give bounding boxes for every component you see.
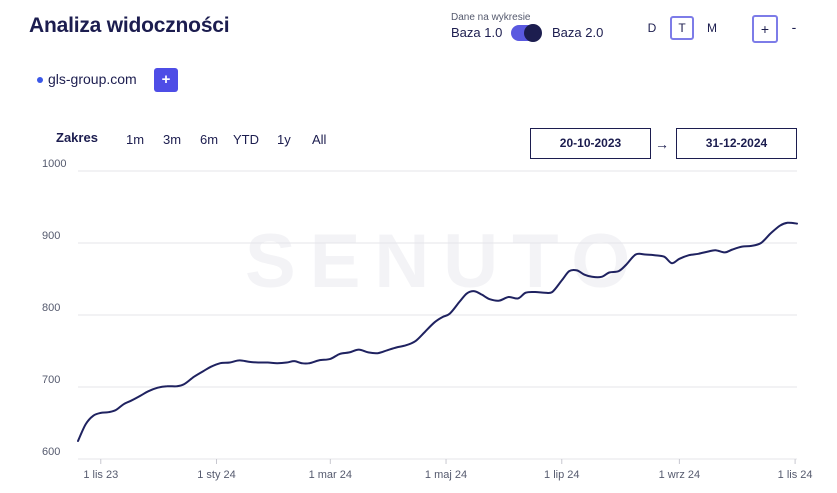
toggle-caption: Dane na wykresie	[451, 12, 531, 23]
range-all-button[interactable]: All	[312, 132, 327, 147]
y-tick-label: 1000	[42, 158, 66, 170]
range-1m-button[interactable]: 1m	[126, 132, 145, 147]
x-tick-label: 1 lis 24	[778, 469, 813, 481]
range-6m-button[interactable]: 6m	[200, 132, 219, 147]
x-tick-label: 1 lip 24	[544, 469, 579, 481]
y-tick-label: 900	[42, 230, 60, 242]
domain-color-dot	[37, 77, 43, 83]
toggle-label-baza-2[interactable]: Baza 2.0	[552, 25, 604, 40]
y-tick-label: 700	[42, 374, 60, 386]
toggle-label-baza-1[interactable]: Baza 1.0	[451, 25, 503, 40]
range-label: Zakres	[56, 130, 98, 145]
range-1y-button[interactable]: 1y	[277, 132, 291, 147]
period-week-button[interactable]: T	[670, 16, 694, 40]
domain-legend-label[interactable]: gls-group.com	[48, 71, 137, 87]
y-tick-label: 600	[42, 446, 60, 458]
range-3m-button[interactable]: 3m	[163, 132, 182, 147]
date-range-arrow: →	[655, 136, 669, 152]
x-tick-label: 1 wrz 24	[659, 469, 701, 481]
x-tick-label: 1 maj 24	[425, 469, 467, 481]
range-ytd-button[interactable]: YTD	[233, 132, 259, 147]
chart-grid	[78, 170, 797, 460]
period-month-button[interactable]: M	[707, 21, 717, 35]
zoom-in-button[interactable]: +	[752, 15, 778, 43]
x-tick-label: 1 mar 24	[309, 469, 352, 481]
x-tick-label: 1 sty 24	[197, 469, 236, 481]
senuto-watermark: SENUTO	[245, 219, 645, 304]
y-tick-label: 800	[42, 302, 60, 314]
data-source-toggle-group: Dane na wykresie Baza 1.0 Baza 2.0	[451, 12, 621, 44]
x-axis: 1 lis 23 1 sty 24 1 mar 24 1 maj 24 1 lip 24…	[83, 459, 813, 481]
data-source-toggle[interactable]	[511, 24, 542, 42]
visibility-line	[77, 221, 798, 442]
zoom-out-button[interactable]: -	[791, 19, 797, 35]
add-domain-button[interactable]: +	[154, 68, 178, 92]
period-day-button[interactable]: D	[647, 21, 657, 35]
end-date-input[interactable]: 31-12-2024	[676, 128, 797, 159]
page-title: Analiza widoczności	[29, 14, 230, 37]
start-date-input[interactable]: 20-10-2023	[530, 128, 651, 159]
y-axis: 600 700 800 900 1000	[42, 158, 66, 458]
toggle-knob[interactable]	[524, 24, 542, 42]
x-tick-label: 1 lis 23	[83, 469, 118, 481]
